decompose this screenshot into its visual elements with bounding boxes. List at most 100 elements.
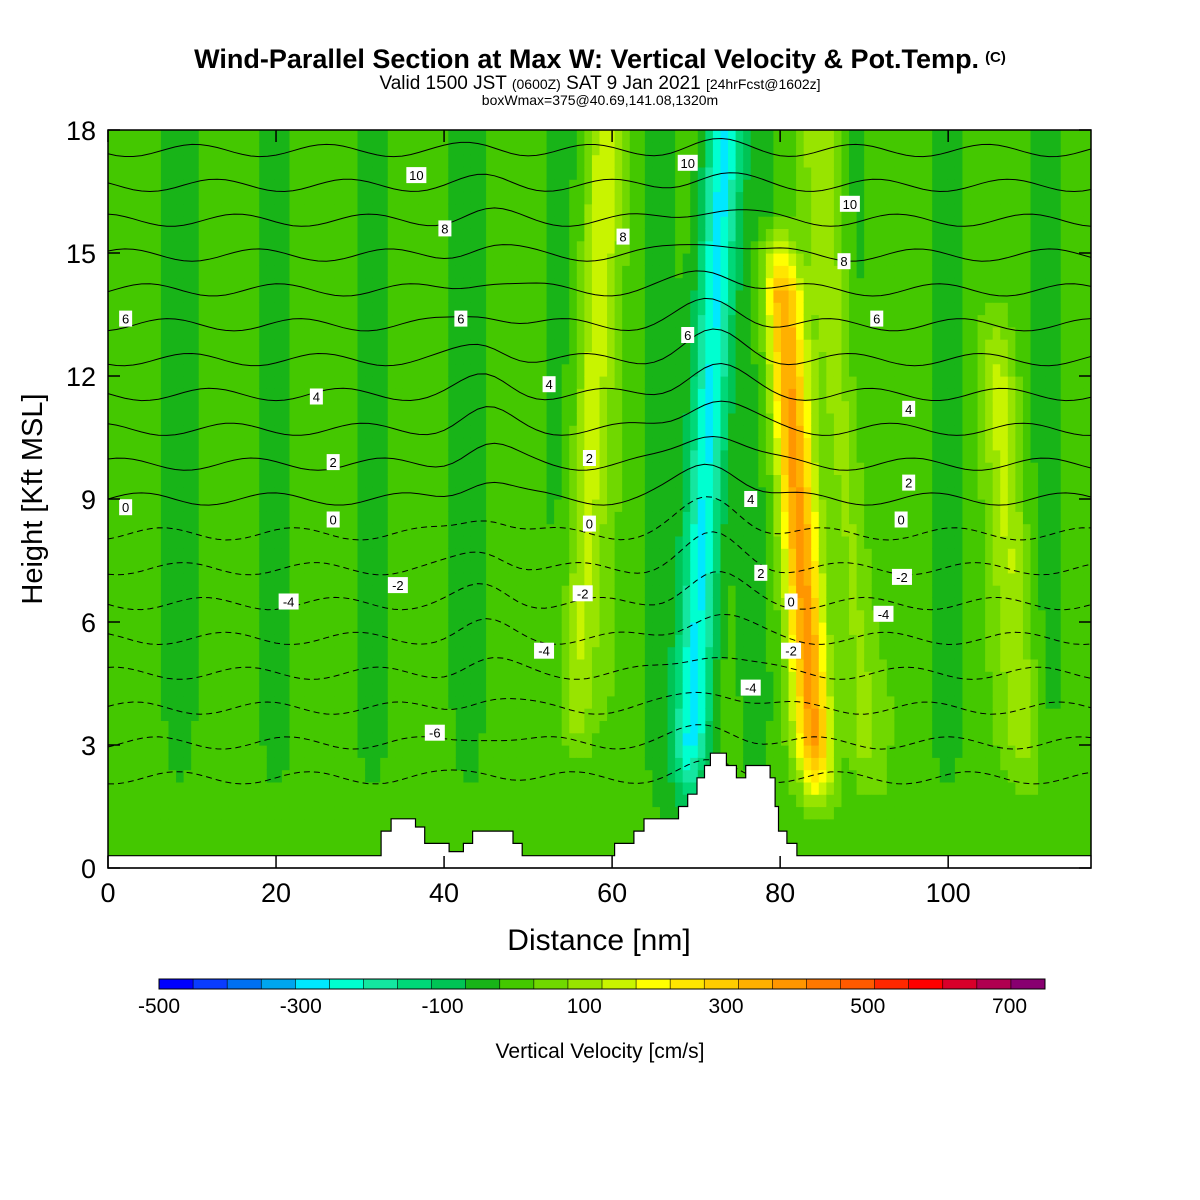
w-cell	[591, 757, 601, 771]
w-cell	[395, 376, 404, 389]
w-cell	[319, 302, 328, 316]
w-cell	[531, 400, 540, 414]
w-cell	[455, 412, 464, 426]
w-cell	[274, 179, 283, 193]
w-cell	[138, 560, 147, 574]
w-cell	[281, 412, 291, 426]
w-cell	[448, 314, 457, 328]
w-cell	[478, 130, 487, 143]
w-cell	[614, 376, 623, 389]
w-cell	[387, 425, 396, 439]
w-cell	[206, 597, 215, 611]
w-cell	[334, 289, 344, 303]
w-cell	[659, 277, 669, 291]
w-cell	[289, 289, 298, 303]
w-cell	[372, 486, 381, 500]
w-cell	[569, 376, 578, 389]
w-cell	[319, 376, 328, 389]
w-cell	[402, 720, 412, 734]
w-cell	[690, 179, 699, 193]
w-cell	[168, 708, 177, 721]
w-cell	[244, 130, 253, 143]
w-cell	[523, 228, 533, 242]
w-cell	[493, 351, 502, 365]
w-cell	[607, 191, 616, 205]
w-cell	[720, 597, 729, 611]
w-cell	[145, 523, 154, 537]
w-cell	[675, 757, 684, 771]
w-cell	[448, 720, 457, 734]
w-cell	[463, 585, 472, 598]
w-cell	[712, 265, 722, 279]
w-cell	[372, 781, 381, 795]
w-cell	[448, 289, 457, 303]
w-cell	[168, 597, 177, 611]
w-cell	[455, 400, 464, 414]
w-cell	[720, 572, 729, 586]
w-cell	[213, 240, 223, 254]
w-cell	[508, 757, 517, 771]
w-cell	[221, 609, 230, 623]
w-cell	[221, 634, 230, 648]
w-cell	[622, 658, 631, 672]
w-cell	[168, 745, 177, 758]
w-cell	[629, 671, 638, 685]
w-cell	[342, 203, 351, 217]
w-cell	[130, 400, 139, 414]
w-cell	[705, 412, 714, 426]
w-cell	[539, 622, 548, 635]
w-cell	[418, 154, 427, 168]
w-cell	[463, 302, 472, 316]
w-cell	[213, 708, 223, 721]
w-cell	[168, 388, 177, 402]
w-cell	[622, 769, 631, 783]
w-cell	[667, 671, 676, 685]
w-cell	[531, 622, 540, 635]
w-cell	[206, 818, 215, 832]
w-cell	[334, 486, 344, 500]
w-cell	[705, 314, 714, 328]
w-cell	[206, 363, 215, 377]
w-cell	[539, 818, 548, 832]
w-cell	[304, 560, 313, 574]
w-cell	[236, 314, 245, 328]
w-cell	[622, 339, 631, 352]
w-cell	[297, 425, 306, 439]
w-cell	[546, 769, 555, 783]
w-cell	[652, 203, 661, 217]
w-cell	[561, 732, 570, 746]
w-cell	[259, 449, 268, 463]
w-cell	[644, 449, 654, 463]
w-cell	[380, 634, 389, 648]
w-cell	[448, 671, 457, 685]
w-cell	[380, 658, 389, 672]
w-cell	[584, 240, 593, 254]
w-cell	[728, 646, 737, 660]
w-cell	[191, 646, 200, 660]
w-cell	[123, 708, 132, 721]
w-cell	[440, 511, 449, 525]
w-cell	[561, 523, 570, 537]
w-cell	[523, 289, 533, 303]
w-cell	[123, 535, 132, 549]
w-cell	[228, 166, 238, 180]
w-cell	[130, 130, 139, 143]
w-cell	[697, 228, 706, 242]
w-cell	[138, 572, 147, 586]
w-cell	[365, 658, 374, 672]
w-cell	[176, 363, 185, 377]
w-cell	[448, 412, 457, 426]
w-cell	[312, 499, 321, 512]
w-cell	[501, 449, 510, 463]
w-cell	[433, 437, 442, 451]
w-cell	[516, 708, 525, 721]
w-cell	[176, 265, 185, 279]
w-cell	[652, 449, 661, 463]
w-cell	[297, 253, 306, 266]
w-cell	[108, 376, 117, 389]
w-cell	[682, 597, 691, 611]
w-cell	[463, 708, 472, 721]
w-cell	[395, 781, 404, 795]
w-cell	[546, 634, 555, 648]
w-cell	[554, 400, 563, 414]
